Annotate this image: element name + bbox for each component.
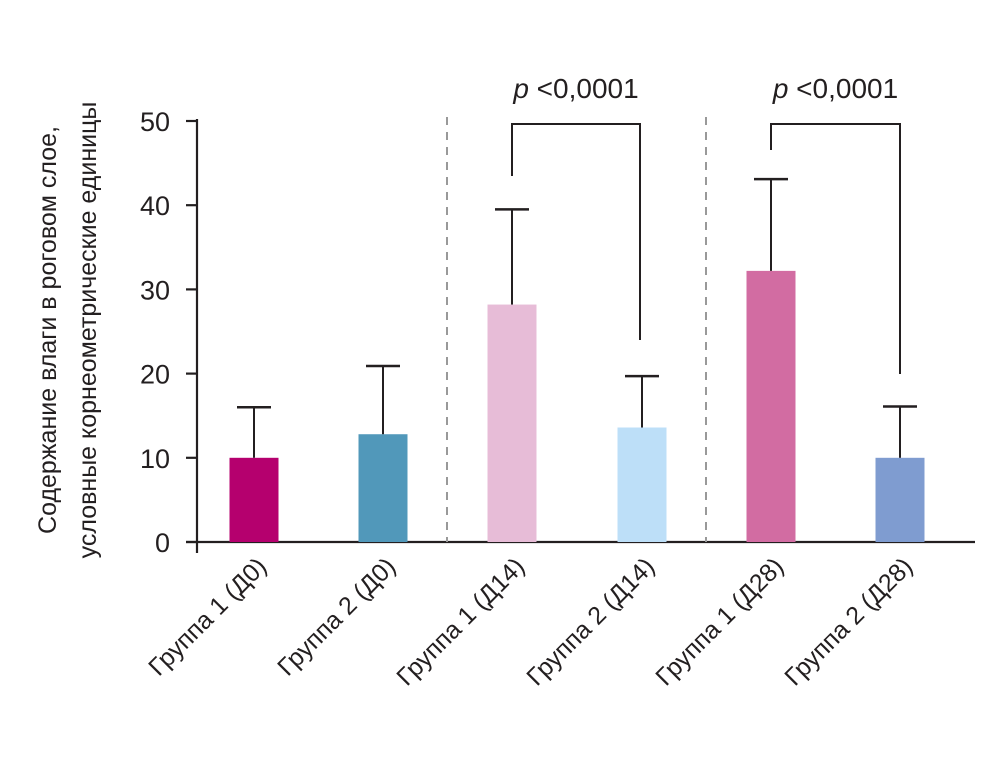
p-value-label: p <0,0001 [512, 73, 638, 104]
significance-bracket [511, 123, 641, 340]
y-tick-label: 10 [140, 444, 170, 474]
x-category-label: Группа 2 (Д0) [272, 552, 401, 681]
p-value-label: p <0,0001 [772, 73, 898, 104]
y-axis-label-line-1: Содержание влаги в роговом слое, [34, 126, 62, 534]
bar [229, 457, 279, 542]
bar [487, 304, 537, 542]
y-tick-label: 0 [155, 528, 170, 558]
bar [746, 270, 796, 542]
x-category-label: Группа 2 (Д14) [521, 552, 660, 691]
y-tick-label: 40 [140, 191, 170, 221]
y-axis-label: Содержание влаги в роговом слое, условны… [34, 102, 102, 559]
x-category-label: Группа 1 (Д0) [143, 552, 272, 681]
x-category-label: Группа 1 (Д28) [650, 552, 789, 691]
x-category-label: Группа 2 (Д28) [779, 552, 918, 691]
p-symbol: p [512, 73, 529, 104]
y-tick-label: 30 [140, 275, 170, 305]
bar [617, 427, 667, 542]
bar [875, 457, 925, 542]
y-tick-label: 50 [140, 107, 170, 137]
p-symbol: p [772, 73, 789, 104]
p-value-text: <0,0001 [788, 73, 898, 104]
significance-bracket [770, 123, 901, 374]
bar [358, 434, 408, 542]
p-value-text: <0,0001 [529, 73, 639, 104]
y-axis-label-line-2: условные корнеометрические единицы [74, 102, 102, 559]
y-tick-label: 20 [140, 360, 170, 390]
x-category-label: Группа 1 (Д14) [391, 552, 530, 691]
